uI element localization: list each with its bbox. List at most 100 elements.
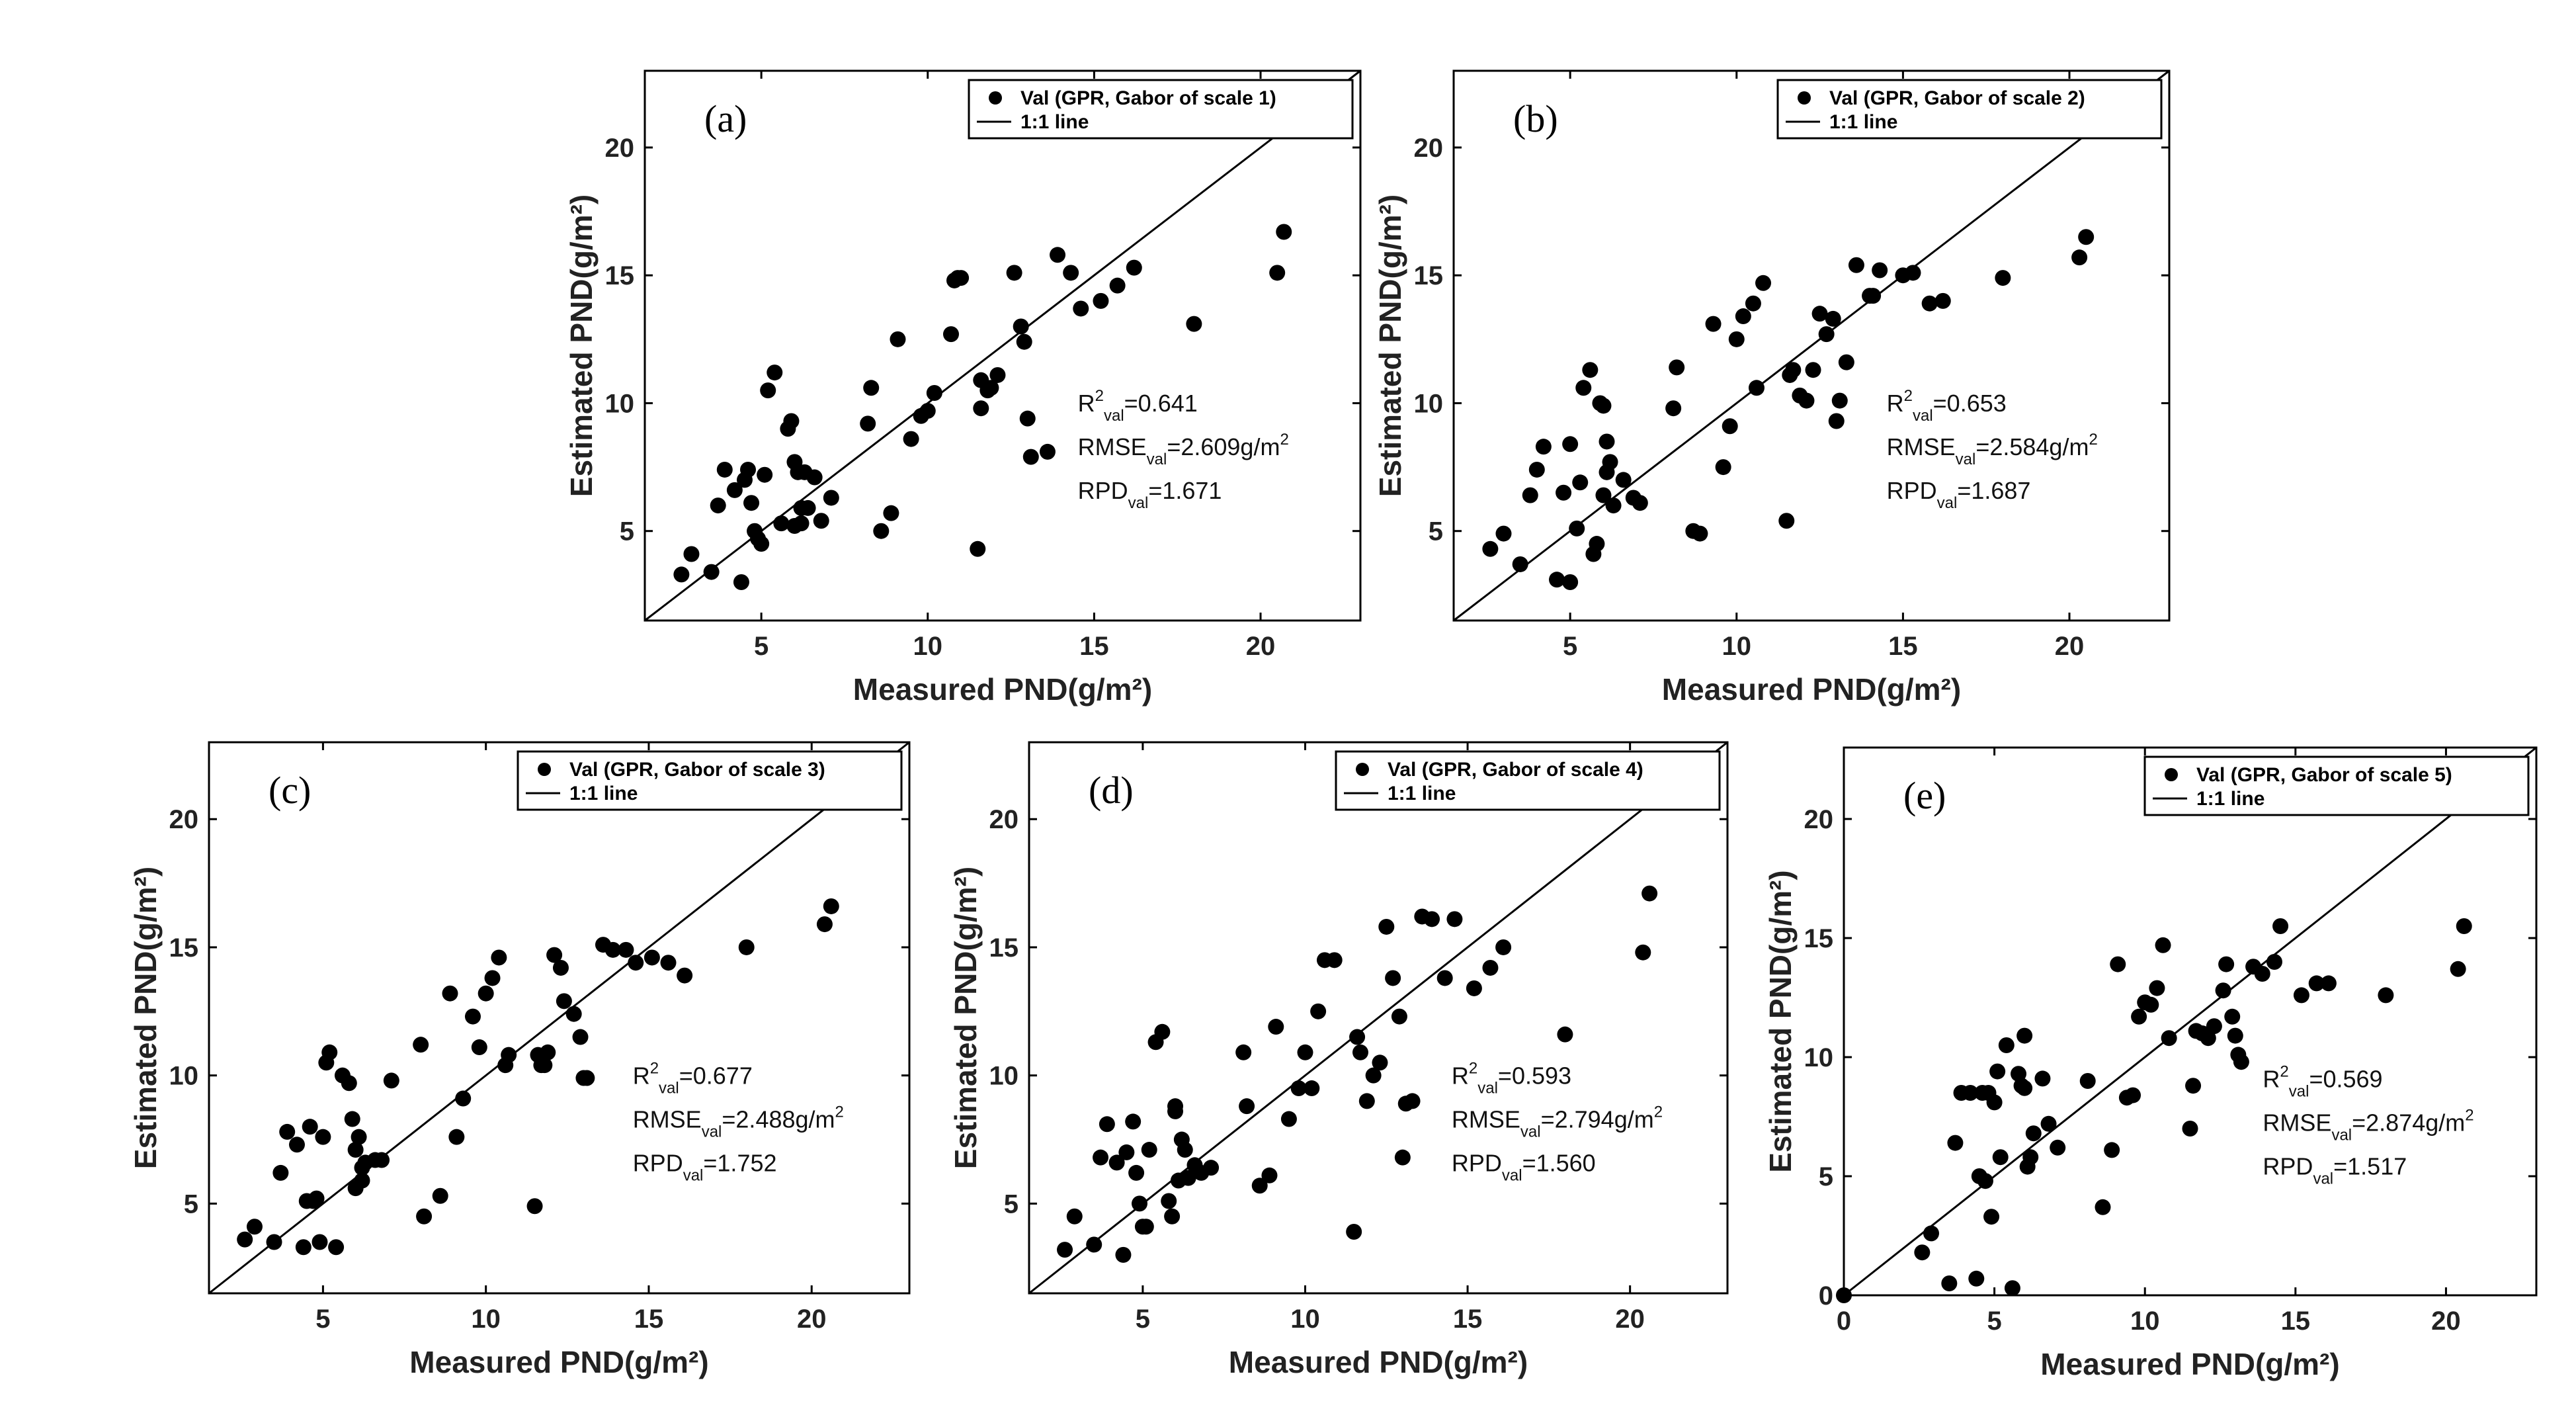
stat-rmse-sub: val xyxy=(1147,451,1167,468)
data-point xyxy=(1923,1225,1940,1242)
stat-r2-label: R xyxy=(1078,390,1095,417)
data-point xyxy=(1615,472,1632,488)
legend-series-label: Val (GPR, Gabor of scale 4) xyxy=(1388,759,1643,781)
data-point xyxy=(556,993,572,1010)
data-point xyxy=(1575,380,1592,396)
stat-rmse-sub: val xyxy=(702,1123,722,1140)
y-tick-label: 15 xyxy=(1804,924,1834,953)
data-point xyxy=(1745,295,1761,312)
legend-line-label: 1:1 line xyxy=(1829,111,1897,133)
data-point xyxy=(2161,1030,2177,1047)
stat-rmse-sup: 2 xyxy=(1280,431,1288,449)
data-point xyxy=(565,1006,582,1022)
data-point xyxy=(800,499,816,516)
data-point xyxy=(2293,987,2309,1004)
data-point xyxy=(983,380,999,396)
y-tick-label: 10 xyxy=(1414,389,1444,418)
data-point xyxy=(1057,1242,1073,1258)
data-point xyxy=(2050,1139,2066,1156)
legend-line-label: 1:1 line xyxy=(2196,788,2264,810)
data-point xyxy=(2131,1008,2147,1025)
stat-rpd-sub: val xyxy=(1502,1166,1522,1184)
data-point xyxy=(1066,1208,1083,1225)
data-point xyxy=(644,949,660,966)
stat-r2-sup: 2 xyxy=(2280,1062,2288,1080)
data-point xyxy=(354,1172,370,1189)
data-point xyxy=(1073,300,1089,317)
data-point xyxy=(726,482,743,498)
data-point xyxy=(1177,1142,1193,1158)
data-point xyxy=(1280,1111,1297,1127)
plot-frame xyxy=(208,741,911,1295)
data-point xyxy=(1093,1149,1109,1166)
data-point xyxy=(2272,918,2289,934)
data-point xyxy=(2320,975,2337,992)
data-point xyxy=(1605,497,1622,514)
stat-rmse: RMSEval=2.488g/m2 xyxy=(633,1103,844,1140)
panel-label: (c) xyxy=(269,769,311,812)
data-point xyxy=(703,564,720,580)
stat-rpd-sub: val xyxy=(2313,1170,2333,1187)
data-point xyxy=(1125,1113,1142,1130)
data-point xyxy=(1998,1037,2015,1053)
x-tick-label: 5 xyxy=(754,632,769,661)
data-point xyxy=(341,1075,357,1092)
data-point xyxy=(1569,520,1585,537)
x-axis-label: Measured PND(g/m²) xyxy=(409,1345,708,1379)
data-point xyxy=(753,536,770,552)
data-point xyxy=(860,415,876,432)
stat-r2-sup: 2 xyxy=(1095,387,1104,405)
data-point xyxy=(572,1029,589,1045)
stat-r2-value: =0.641 xyxy=(1124,390,1198,417)
x-tick-label: 5 xyxy=(315,1305,330,1334)
data-point xyxy=(604,941,621,958)
stat-rmse-sup: 2 xyxy=(1654,1103,1663,1121)
data-point xyxy=(2182,1121,2198,1137)
data-point xyxy=(1180,1170,1196,1186)
data-point xyxy=(618,941,634,958)
data-point xyxy=(1692,525,1708,542)
data-point xyxy=(873,523,890,539)
data-point xyxy=(1992,1149,2009,1166)
y-tick-label: 5 xyxy=(1429,517,1443,546)
data-point xyxy=(783,413,800,429)
x-tick-label: 0 xyxy=(1837,1307,1851,1336)
data-point xyxy=(295,1239,312,1256)
data-point xyxy=(1261,1167,1278,1183)
data-point xyxy=(432,1187,448,1204)
x-tick-label: 5 xyxy=(1987,1307,2001,1336)
y-tick-label: 5 xyxy=(1819,1162,1833,1191)
data-point xyxy=(1304,1080,1320,1097)
data-point xyxy=(1641,885,1658,902)
data-point xyxy=(989,366,1006,383)
data-point xyxy=(1378,918,1395,935)
data-point xyxy=(926,385,942,402)
y-tick-label: 15 xyxy=(989,933,1019,963)
data-point xyxy=(579,1070,595,1086)
data-point xyxy=(2034,1070,2051,1087)
stat-rpd-label: RPD xyxy=(2263,1152,2313,1180)
plot-frame xyxy=(1028,741,1729,1295)
data-point xyxy=(1748,380,1765,396)
data-point xyxy=(2016,1027,2033,1044)
data-point xyxy=(1836,1287,1852,1303)
data-point xyxy=(246,1219,263,1235)
data-point xyxy=(813,513,829,529)
one-to-one-line xyxy=(1028,741,1728,1295)
stat-rmse-label: RMSE xyxy=(1452,1105,1520,1133)
data-point xyxy=(1297,1044,1313,1060)
data-point xyxy=(1424,911,1440,927)
legend-series-label: Val (GPR, Gabor of scale 3) xyxy=(569,759,825,781)
stat-r2-sup: 2 xyxy=(1469,1059,1477,1077)
x-tick-label: 5 xyxy=(1136,1305,1150,1334)
data-point xyxy=(374,1152,390,1168)
stat-rmse: RMSEval=2.609g/m2 xyxy=(1078,431,1289,468)
data-point xyxy=(1977,1173,1993,1189)
data-point xyxy=(540,1044,556,1060)
data-point xyxy=(1141,1142,1157,1158)
stat-r2: R2val=0.641 xyxy=(1078,387,1198,425)
data-point xyxy=(1512,556,1528,572)
x-tick-label: 10 xyxy=(913,632,943,661)
data-point xyxy=(1941,1275,1958,1291)
